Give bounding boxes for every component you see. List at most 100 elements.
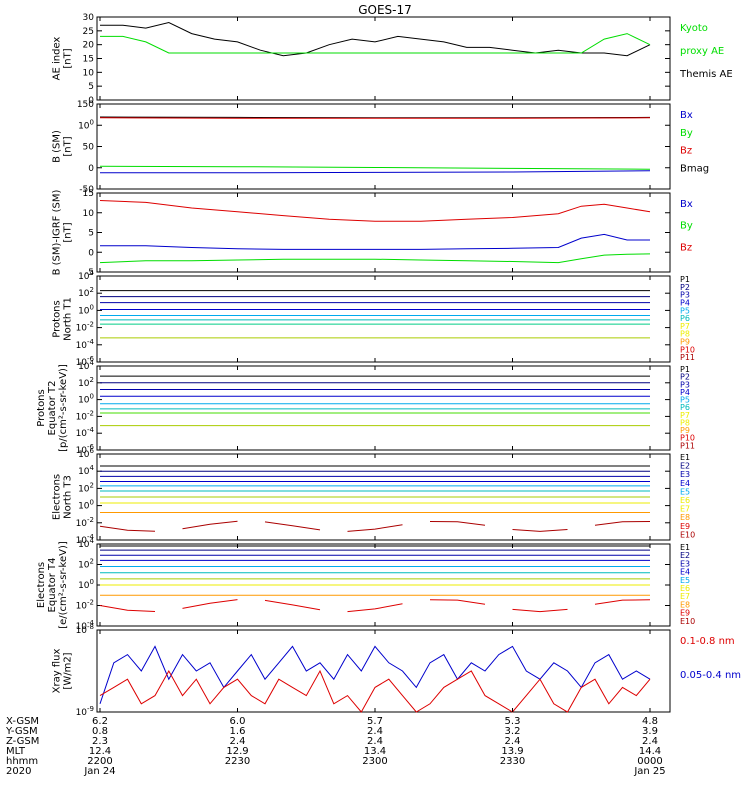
y-label-line: [W/m2] (63, 652, 74, 689)
series-e10 (430, 522, 485, 526)
y-tick-label: 30 (83, 13, 95, 23)
y-tick-label: 100 (78, 303, 94, 316)
y-label-line: [e/(cm²-s-sr-keV)] (58, 541, 69, 629)
y-tick-label: 5 (88, 82, 94, 92)
series-e10 (430, 600, 485, 605)
legend-entry: Themis AE (679, 69, 733, 80)
y-tick-label: 50 (83, 143, 95, 153)
y-tick-label: 15 (83, 55, 94, 65)
panel-frame (97, 630, 670, 712)
y-label-line: AE index (52, 37, 63, 81)
y-tick-label: 10-4 (76, 338, 95, 351)
series-by (100, 254, 650, 263)
footer-cell: Jan 25 (633, 766, 665, 777)
y-axis-label: AE index[nT] (52, 37, 74, 81)
y-label-line: Protons (52, 300, 63, 337)
y-label-line: Equator T4 (47, 558, 58, 613)
y-tick-label: 100 (78, 118, 94, 131)
footer-cell: 2330 (500, 756, 525, 767)
legend-entry: E10 (680, 617, 695, 626)
series-e10 (265, 600, 320, 609)
series-e10 (265, 522, 320, 530)
legend-entry: proxy AE (680, 46, 724, 57)
y-tick-label: 5 (88, 229, 94, 239)
series-e10 (100, 606, 155, 612)
y-axis-label: B (SM)[nT] (52, 130, 74, 163)
y-tick-label: 0 (88, 248, 94, 258)
legend-entry: E10 (680, 530, 695, 539)
y-tick-label: 150 (77, 100, 94, 110)
y-tick-label: 0 (88, 164, 94, 174)
series-e10 (183, 600, 238, 609)
y-label-line: North T3 (63, 475, 74, 519)
y-label-line: [p/(cm²-s-sr-keV)] (58, 364, 69, 452)
series-e10 (595, 600, 650, 605)
series-kyoto (100, 34, 650, 53)
series-0-1-0-8-nm (100, 671, 650, 712)
y-label-line: B (SM) (52, 130, 63, 163)
y-label-line: Electrons (52, 474, 63, 520)
y-tick-label: 10-2 (76, 516, 94, 529)
y-tick-label: 10-2 (76, 409, 94, 422)
y-label-line: Equator T2 (47, 381, 58, 436)
legend-entry: 0.1-0.8 nm (680, 636, 735, 647)
series-e10 (100, 526, 155, 531)
series-bx (100, 234, 650, 249)
y-axis-label: Xray flux[W/m2] (52, 649, 74, 694)
y-tick-label: 20 (83, 41, 95, 51)
y-tick-label: 25 (83, 27, 94, 37)
legend-entry: Bz (680, 146, 692, 157)
panel-frame (97, 276, 670, 362)
y-tick-label: 102 (78, 481, 94, 494)
y-tick-label: 102 (78, 286, 94, 299)
y-label-line: Electrons (36, 562, 47, 608)
y-tick-label: 102 (78, 558, 94, 571)
y-label-line: B (SM)-IGRF (SM) (52, 190, 63, 276)
y-tick-label: 10-2 (76, 599, 94, 612)
y-label-line: [nT] (63, 48, 74, 68)
y-label-line: North T1 (63, 297, 74, 341)
legend-entry: 0.05-0.4 nm (680, 670, 741, 681)
series-e10 (513, 609, 568, 611)
y-tick-label: 10 (83, 209, 95, 219)
panel-frame (97, 366, 670, 450)
y-axis-label: B (SM)-IGRF (SM)[nT] (52, 190, 74, 276)
y-tick-label: 100 (78, 499, 94, 512)
legend-entry: Kyoto (680, 23, 708, 34)
y-tick-label: 100 (78, 393, 94, 406)
legend-entry: P11 (680, 441, 695, 450)
series-e10 (183, 521, 238, 528)
series-e10 (348, 525, 403, 532)
legend-entry: Bx (680, 110, 693, 121)
series-e10 (348, 604, 403, 612)
legend-entry: By (680, 128, 693, 139)
y-tick-label: 10-4 (76, 426, 95, 439)
y-label-line: Protons (36, 389, 47, 426)
y-tick-label: 104 (78, 464, 94, 477)
panel-frame (97, 193, 670, 272)
series-themis-ae (100, 23, 650, 56)
y-tick-label: 102 (78, 376, 94, 389)
series-e10 (595, 522, 650, 526)
y-label-line: [nT] (63, 136, 74, 156)
y-tick-label: 15 (83, 189, 94, 199)
legend-entry: P11 (680, 353, 695, 362)
legend-entry: By (680, 221, 693, 232)
series-bx (100, 171, 650, 173)
y-label-line: Xray flux (52, 649, 63, 694)
y-tick-label: 10 (83, 68, 95, 78)
series-by (100, 166, 650, 169)
footer-cell: 2300 (362, 756, 387, 767)
footer-row-label: 2020 (6, 766, 31, 777)
